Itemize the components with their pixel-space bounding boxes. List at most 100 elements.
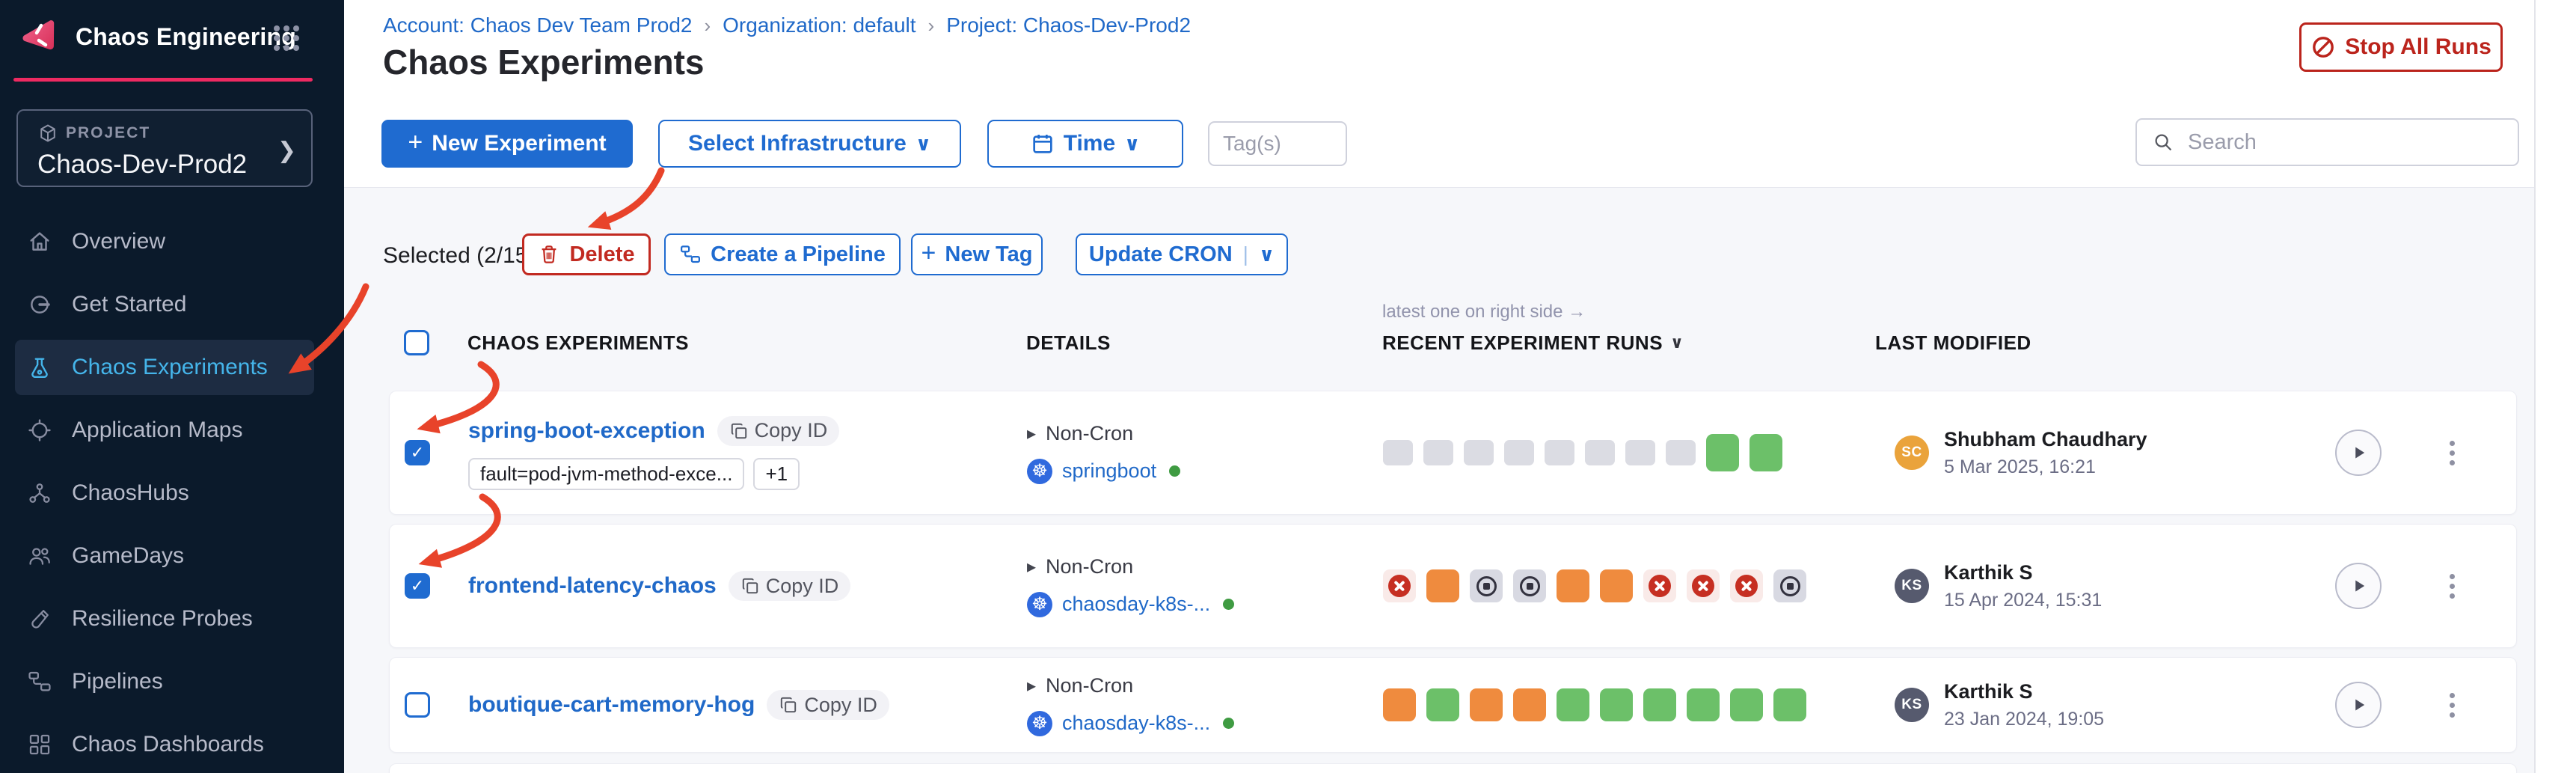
sidebar-item-get-started[interactable]: Get Started bbox=[0, 273, 344, 336]
run-tile-success[interactable] bbox=[1773, 688, 1806, 721]
run-experiment-button[interactable] bbox=[2335, 563, 2382, 609]
row-checkbox[interactable] bbox=[405, 692, 430, 718]
modified-date: 5 Mar 2025, 16:21 bbox=[1944, 456, 2096, 477]
row-checkbox[interactable]: ✓ bbox=[405, 440, 430, 465]
modified-by: Karthik S bbox=[1944, 560, 2033, 584]
sidebar-item-resilience-probes[interactable]: Resilience Probes bbox=[0, 587, 344, 650]
run-tile-success[interactable] bbox=[1749, 434, 1782, 471]
run-tile-none[interactable] bbox=[1464, 440, 1494, 465]
run-tile-none[interactable] bbox=[1666, 440, 1696, 465]
sidebar-item-gamedays[interactable]: GameDays bbox=[0, 525, 344, 587]
experiment-name-link[interactable]: boutique-cart-memory-hog bbox=[468, 692, 755, 717]
play-icon bbox=[2355, 699, 2365, 711]
run-tile-success[interactable] bbox=[1600, 688, 1633, 721]
run-tile-success[interactable] bbox=[1426, 688, 1459, 721]
copy-id-button[interactable]: Copy ID bbox=[767, 690, 889, 720]
stop-all-runs-button[interactable]: Stop All Runs bbox=[2299, 22, 2503, 72]
run-tile-failed[interactable] bbox=[1687, 569, 1720, 602]
row-menu-button[interactable] bbox=[2445, 436, 2459, 470]
run-tile-running[interactable] bbox=[1383, 688, 1416, 721]
target-icon bbox=[27, 418, 52, 443]
run-tile-success[interactable] bbox=[1643, 688, 1676, 721]
tag-pill[interactable]: fault=pod-jvm-method-exce... bbox=[468, 457, 745, 490]
run-tile-running[interactable] bbox=[1557, 569, 1589, 602]
expand-caret-icon[interactable]: ▸ bbox=[1027, 675, 1037, 696]
run-tile-running[interactable] bbox=[1470, 688, 1503, 721]
run-tile-none[interactable] bbox=[1625, 440, 1655, 465]
row-menu-button[interactable] bbox=[2445, 688, 2459, 722]
row-checkbox[interactable]: ✓ bbox=[405, 573, 430, 599]
sidebar-item-pipelines[interactable]: Pipelines bbox=[0, 650, 344, 713]
create-pipeline-button[interactable]: Create a Pipeline bbox=[664, 233, 901, 275]
update-cron-button[interactable]: Update CRON | ∨ bbox=[1076, 233, 1288, 275]
run-tile-none[interactable] bbox=[1585, 440, 1615, 465]
search-icon bbox=[2155, 134, 2172, 151]
cube-icon bbox=[40, 124, 55, 142]
infrastructure-link[interactable]: chaosday-k8s-... bbox=[1062, 712, 1211, 734]
new-experiment-button[interactable]: + New Experiment bbox=[381, 120, 633, 168]
run-tile-running[interactable] bbox=[1513, 688, 1546, 721]
new-tag-button[interactable]: + New Tag bbox=[911, 233, 1043, 275]
run-tile-success[interactable] bbox=[1730, 688, 1763, 721]
run-tile-none[interactable] bbox=[1504, 440, 1534, 465]
sidebar-item-chaos-dashboards[interactable]: Chaos Dashboards bbox=[0, 713, 344, 773]
chevron-right-icon: ❯ bbox=[277, 138, 296, 163]
brand: Chaos Engineering bbox=[19, 16, 296, 57]
run-tile-success[interactable] bbox=[1557, 688, 1589, 721]
sidebar-item-chaos-experiments[interactable]: Chaos Experiments bbox=[0, 336, 344, 399]
project-selector[interactable]: PROJECT Chaos-Dev-Prod2 ❯ bbox=[16, 109, 313, 187]
hub-icon bbox=[27, 480, 52, 506]
select-all-checkbox[interactable] bbox=[404, 330, 429, 355]
sidebar-item-chaoshubs[interactable]: ChaosHubs bbox=[0, 462, 344, 525]
copy-icon bbox=[731, 423, 746, 439]
run-tile-none[interactable] bbox=[1545, 440, 1574, 465]
run-tile-success[interactable] bbox=[1706, 434, 1739, 471]
search-box bbox=[2135, 118, 2519, 166]
nine-dot-grid-icon[interactable] bbox=[274, 25, 299, 51]
sort-chevron-icon[interactable]: ∨ bbox=[1670, 333, 1684, 352]
project-label: PROJECT bbox=[66, 124, 151, 141]
cron-type: Non-Cron bbox=[1046, 554, 1134, 578]
run-tile-running[interactable] bbox=[1426, 569, 1459, 602]
run-tile-failed[interactable] bbox=[1643, 569, 1676, 602]
sidebar-item-application-maps[interactable]: Application Maps bbox=[0, 399, 344, 462]
run-tile-failed[interactable] bbox=[1383, 569, 1416, 602]
get-started-icon bbox=[27, 292, 52, 317]
chevron-down-icon: ∨ bbox=[1124, 132, 1141, 155]
run-tile-stopped[interactable] bbox=[1513, 569, 1546, 602]
row-menu-button[interactable] bbox=[2445, 569, 2459, 603]
experiment-name-link[interactable]: spring-boot-exception bbox=[468, 418, 705, 443]
breadcrumb-organization[interactable]: Organization: default bbox=[723, 13, 916, 37]
tag-more-pill[interactable]: +1 bbox=[753, 457, 800, 490]
sidebar-item-overview[interactable]: Overview bbox=[0, 210, 344, 273]
experiment-name-link[interactable]: frontend-latency-chaos bbox=[468, 573, 717, 598]
run-experiment-button[interactable] bbox=[2335, 682, 2382, 728]
stopped-icon bbox=[1476, 575, 1497, 596]
delete-button[interactable]: Delete bbox=[522, 233, 651, 275]
sidebar: Chaos Engineering PROJECT Chaos-Dev-Prod… bbox=[0, 0, 344, 773]
run-tile-stopped[interactable] bbox=[1470, 569, 1503, 602]
status-dot-green bbox=[1223, 718, 1235, 729]
breadcrumb-project[interactable]: Project: Chaos-Dev-Prod2 bbox=[946, 13, 1192, 37]
calendar-icon bbox=[1033, 135, 1052, 153]
run-tile-failed[interactable] bbox=[1730, 569, 1763, 602]
expand-caret-icon[interactable]: ▸ bbox=[1027, 423, 1037, 444]
search-input[interactable] bbox=[2186, 129, 2503, 156]
run-tile-none[interactable] bbox=[1383, 440, 1413, 465]
run-tile-running[interactable] bbox=[1600, 569, 1633, 602]
select-infrastructure-dropdown[interactable]: Select Infrastructure ∨ bbox=[658, 120, 961, 168]
run-experiment-button[interactable] bbox=[2335, 430, 2382, 476]
breadcrumb-account[interactable]: Account: Chaos Dev Team Prod2 bbox=[383, 13, 693, 37]
expand-caret-icon[interactable]: ▸ bbox=[1027, 556, 1037, 577]
copy-id-button[interactable]: Copy ID bbox=[728, 571, 851, 601]
time-filter-dropdown[interactable]: Time ∨ bbox=[987, 120, 1183, 168]
run-tile-success[interactable] bbox=[1687, 688, 1720, 721]
tags-filter-input[interactable] bbox=[1208, 121, 1347, 166]
cron-type: Non-Cron bbox=[1046, 421, 1134, 444]
run-tile-none[interactable] bbox=[1423, 440, 1453, 465]
infrastructure-link[interactable]: chaosday-k8s-... bbox=[1062, 593, 1211, 615]
run-tile-stopped[interactable] bbox=[1773, 569, 1806, 602]
pipeline-icon bbox=[27, 669, 52, 694]
infrastructure-link[interactable]: springboot bbox=[1062, 459, 1157, 482]
copy-id-button[interactable]: Copy ID bbox=[717, 415, 840, 446]
